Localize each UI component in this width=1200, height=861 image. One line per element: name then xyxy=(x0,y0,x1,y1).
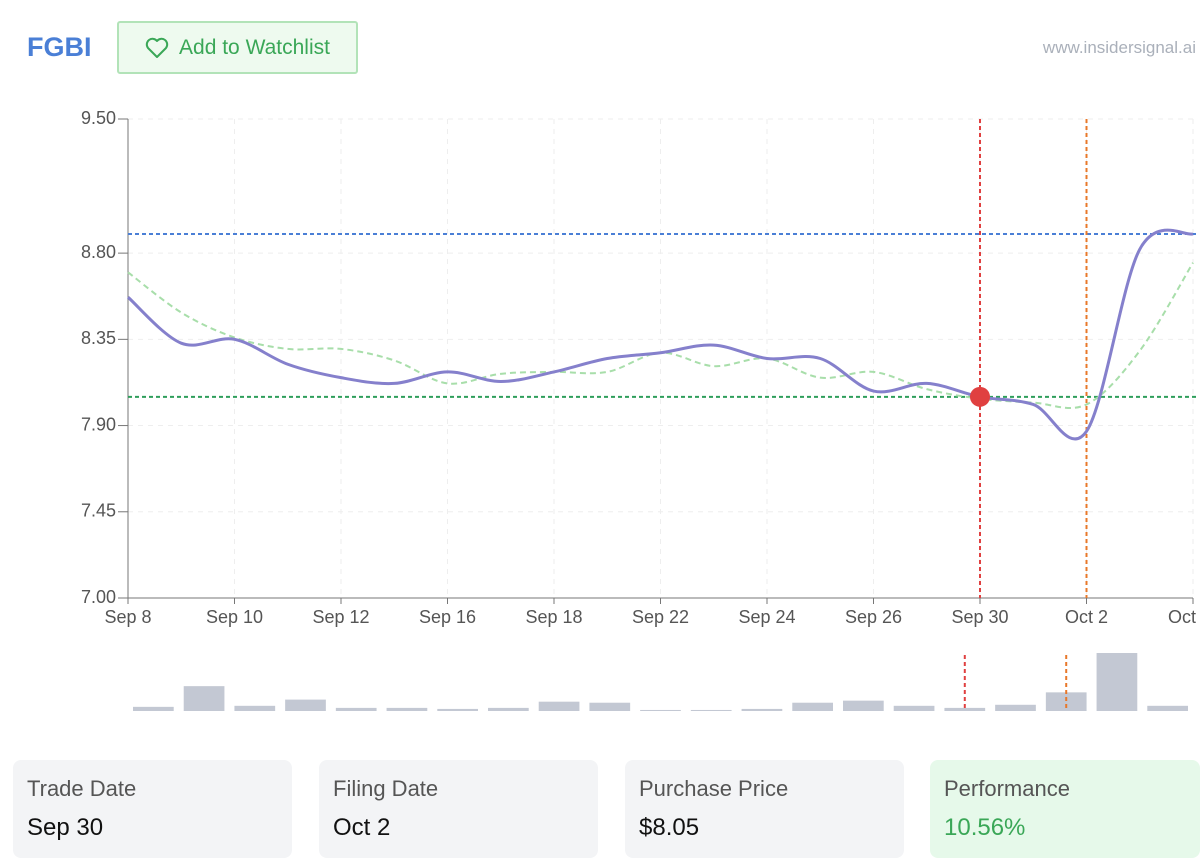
card: Trade Date Sep 30 xyxy=(13,760,292,858)
x-tick-label: Sep 10 xyxy=(206,607,263,627)
y-tick-label: 7.00 xyxy=(81,587,116,607)
price-line xyxy=(126,228,1194,441)
card-label: Trade Date xyxy=(27,776,137,801)
x-tick-label: Sep 22 xyxy=(632,607,689,627)
site-url: www.insidersignal.ai xyxy=(1042,38,1196,57)
x-tick-label: Sep 26 xyxy=(845,607,902,627)
volume-bar xyxy=(133,706,174,711)
card-label: Purchase Price xyxy=(639,776,789,801)
card-value: 10.56% xyxy=(944,814,1026,841)
volume-bar xyxy=(285,699,326,711)
y-tick-label: 8.35 xyxy=(81,328,116,348)
volume-bar xyxy=(995,704,1036,711)
x-tick-label: Sep 24 xyxy=(738,607,795,627)
x-tick-label: Sep 16 xyxy=(419,607,476,627)
y-tick-label: 7.90 xyxy=(81,414,116,434)
heart-icon xyxy=(145,37,169,58)
watchlist-label: Add to Watchlist xyxy=(179,35,330,59)
price-line xyxy=(127,262,1194,409)
volume-bar xyxy=(234,705,276,711)
chart: 7.00 7.45 7.90 8.35 8.80 9.50 Sep 8 Sep 10 Sep 1… xyxy=(81,108,1197,711)
y-tick-label: 7.45 xyxy=(81,501,116,521)
card-value: Oct 2 xyxy=(333,814,391,841)
x-tick-label: Oct 2 xyxy=(1065,607,1108,627)
card-value: Sep 30 xyxy=(27,814,104,841)
x-tick-label: Sep 8 xyxy=(104,607,151,627)
volume-bar xyxy=(1045,692,1087,711)
volume-bar xyxy=(944,707,986,711)
volume-bar xyxy=(690,709,732,711)
x-tick-label: Sep 18 xyxy=(525,607,582,627)
card-value: $8.05 xyxy=(639,814,700,841)
volume-bar xyxy=(183,686,225,711)
card: Purchase Price $8.05 xyxy=(625,760,904,858)
volume-bar xyxy=(488,707,529,711)
x-tick-label: Sep 30 xyxy=(951,607,1008,627)
trade-marker xyxy=(970,386,990,407)
volume-bar xyxy=(741,708,783,711)
card: Performance 10.56% xyxy=(930,760,1200,858)
watchlist-button[interactable]: Add to Watchlist xyxy=(117,21,358,74)
volume-bar xyxy=(1096,653,1138,711)
volume-bar xyxy=(589,702,631,711)
ticker: FGBI xyxy=(27,32,92,62)
y-tick-label: 9.50 xyxy=(81,108,116,128)
volume-bar xyxy=(792,702,833,711)
volume-bar xyxy=(437,708,478,711)
y-tick-label: 8.80 xyxy=(81,242,116,262)
card-label: Performance xyxy=(944,776,1070,801)
card-label: Filing Date xyxy=(333,776,439,801)
volume-bar xyxy=(1147,705,1188,711)
x-tick-label: Sep 12 xyxy=(312,607,369,627)
volume-bar xyxy=(893,705,935,711)
volume-bar xyxy=(538,701,580,711)
volume-bar xyxy=(335,707,377,711)
card: Filing Date Oct 2 xyxy=(319,760,598,858)
volume-bar xyxy=(386,707,428,711)
volume-bar xyxy=(843,700,884,711)
volume-bar xyxy=(640,709,681,711)
x-tick-label: Oct xyxy=(1168,607,1196,627)
